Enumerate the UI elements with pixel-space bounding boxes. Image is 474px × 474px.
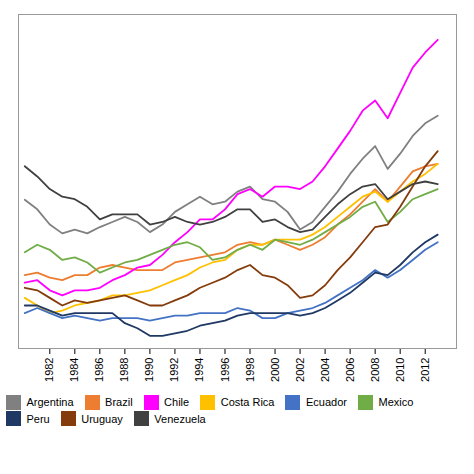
svg-text:1990: 1990 xyxy=(143,358,155,382)
html-text:Ecuador: Ecuador xyxy=(306,396,347,409)
svg-text:1988: 1988 xyxy=(118,358,130,382)
html-text:Mexico: Mexico xyxy=(378,396,414,409)
svg-text:1992: 1992 xyxy=(168,358,180,382)
svg-text:1986: 1986 xyxy=(93,358,105,382)
html-text:Costa Rica: Costa Rica xyxy=(220,396,275,409)
svg-text:1982: 1982 xyxy=(43,358,55,382)
svg-text:2012: 2012 xyxy=(419,358,431,382)
html-text:Brazil: Brazil xyxy=(105,396,133,409)
svg-text:2010: 2010 xyxy=(394,358,406,382)
svg-text:1984: 1984 xyxy=(68,358,80,382)
svg-text:1998: 1998 xyxy=(244,358,256,382)
svg-text:2002: 2002 xyxy=(294,358,306,382)
svg-text:2004: 2004 xyxy=(319,358,331,382)
svg-text:2006: 2006 xyxy=(344,358,356,382)
html-text:Uruguay: Uruguay xyxy=(81,412,123,425)
html-text:Venezuela: Venezuela xyxy=(154,412,206,425)
svg-text:2000: 2000 xyxy=(269,358,281,382)
svg-text:2008: 2008 xyxy=(369,358,381,382)
html-text:Peru: Peru xyxy=(26,412,50,425)
svg-text:1994: 1994 xyxy=(193,358,205,382)
html-text:Argentina: Argentina xyxy=(26,396,74,409)
html-text:Chile: Chile xyxy=(164,396,190,409)
svg-text:1996: 1996 xyxy=(219,358,231,382)
